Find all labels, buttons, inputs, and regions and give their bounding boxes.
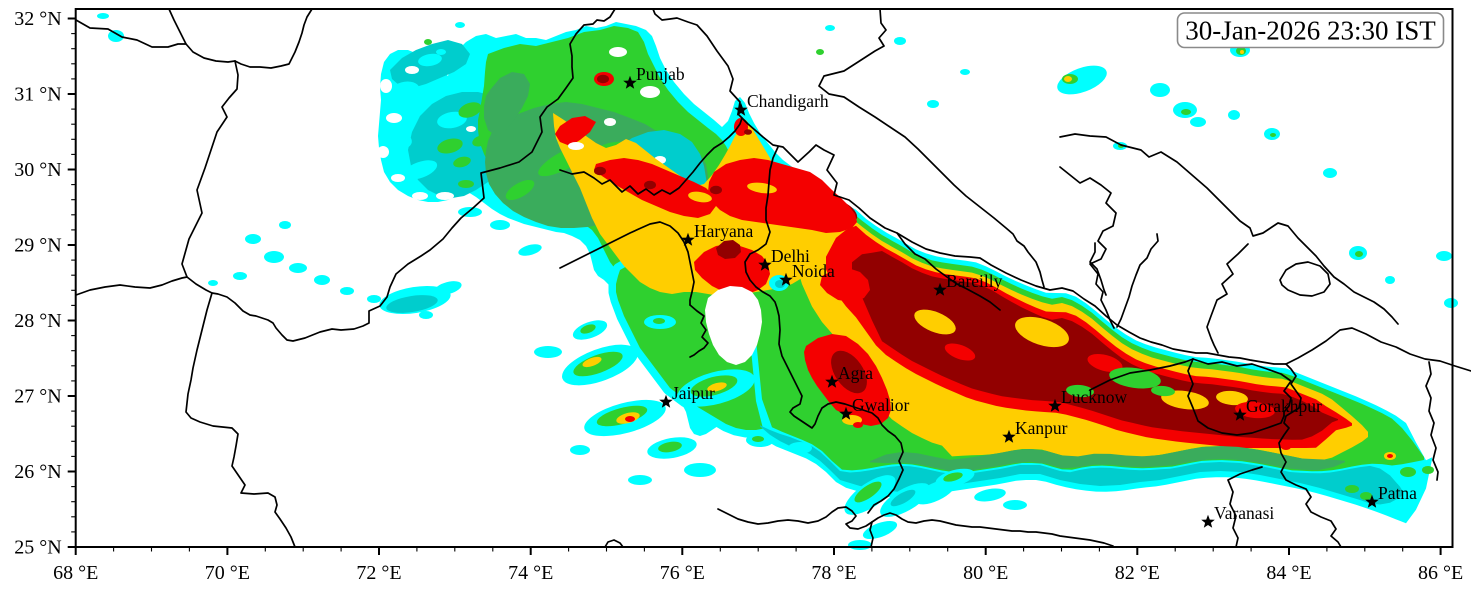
svg-text:32 °N: 32 °N: [14, 8, 61, 30]
svg-text:27 °N: 27 °N: [14, 386, 61, 408]
svg-text:Kanpur: Kanpur: [1015, 418, 1068, 438]
svg-text:Lucknow: Lucknow: [1061, 387, 1127, 407]
svg-text:76 °E: 76 °E: [660, 562, 705, 584]
svg-text:68 °E: 68 °E: [53, 562, 98, 584]
svg-text:31 °N: 31 °N: [14, 84, 61, 106]
svg-text:Noida: Noida: [792, 261, 835, 281]
svg-text:30-Jan-2026 23:30 IST: 30-Jan-2026 23:30 IST: [1185, 16, 1436, 46]
svg-text:29 °N: 29 °N: [14, 235, 61, 257]
svg-text:80 °E: 80 °E: [963, 562, 1008, 584]
svg-text:Patna: Patna: [1378, 483, 1417, 503]
svg-text:70 °E: 70 °E: [205, 562, 250, 584]
svg-text:25 °N: 25 °N: [14, 537, 61, 559]
svg-text:Punjab: Punjab: [636, 64, 685, 84]
svg-text:30 °N: 30 °N: [14, 159, 61, 181]
svg-text:74 °E: 74 °E: [508, 562, 553, 584]
svg-text:Delhi: Delhi: [771, 246, 810, 266]
svg-text:Gwalior: Gwalior: [852, 395, 910, 415]
svg-text:82 °E: 82 °E: [1115, 562, 1160, 584]
svg-text:28 °N: 28 °N: [14, 310, 61, 332]
svg-text:Gorakhpur: Gorakhpur: [1246, 396, 1322, 416]
svg-text:78 °E: 78 °E: [811, 562, 856, 584]
svg-text:86 °E: 86 °E: [1418, 562, 1463, 584]
svg-text:Agra: Agra: [838, 363, 873, 383]
svg-text:Haryana: Haryana: [694, 221, 754, 241]
svg-text:84 °E: 84 °E: [1266, 562, 1311, 584]
svg-text:Varanasi: Varanasi: [1214, 503, 1274, 523]
svg-text:Jaipur: Jaipur: [672, 383, 715, 403]
svg-text:Chandigarh: Chandigarh: [747, 91, 829, 111]
svg-text:72 °E: 72 °E: [356, 562, 401, 584]
svg-text:Bareilly: Bareilly: [946, 271, 1003, 291]
svg-text:26 °N: 26 °N: [14, 461, 61, 483]
